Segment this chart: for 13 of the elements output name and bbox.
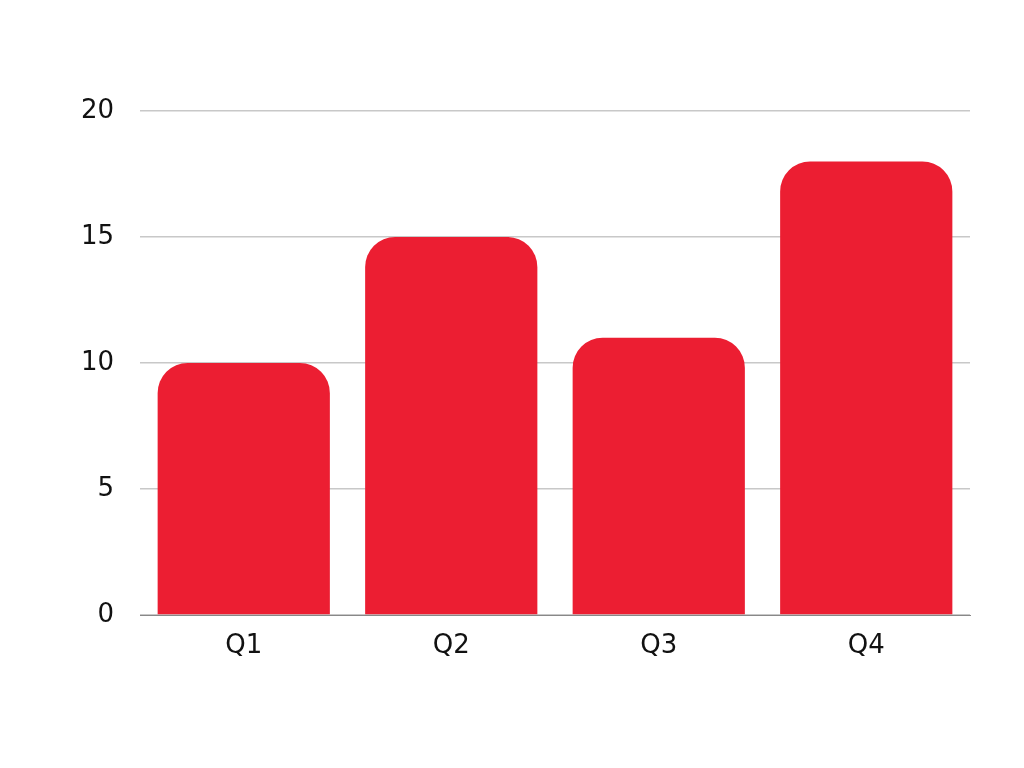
- x-tick-label: Q4: [847, 629, 885, 660]
- y-tick-label: 10: [80, 345, 114, 376]
- y-tick-label: 0: [97, 597, 114, 628]
- bar: [780, 161, 953, 615]
- bar: [572, 337, 745, 615]
- bar: [157, 363, 330, 615]
- x-tick-label: Q2: [432, 629, 470, 660]
- y-tick-label: 15: [80, 219, 114, 250]
- y-tick-label: 20: [80, 93, 114, 124]
- x-tick-label: Q1: [225, 629, 263, 660]
- bar: [365, 237, 538, 615]
- y-tick-label: 5: [97, 471, 114, 502]
- x-tick-label: Q3: [640, 629, 678, 660]
